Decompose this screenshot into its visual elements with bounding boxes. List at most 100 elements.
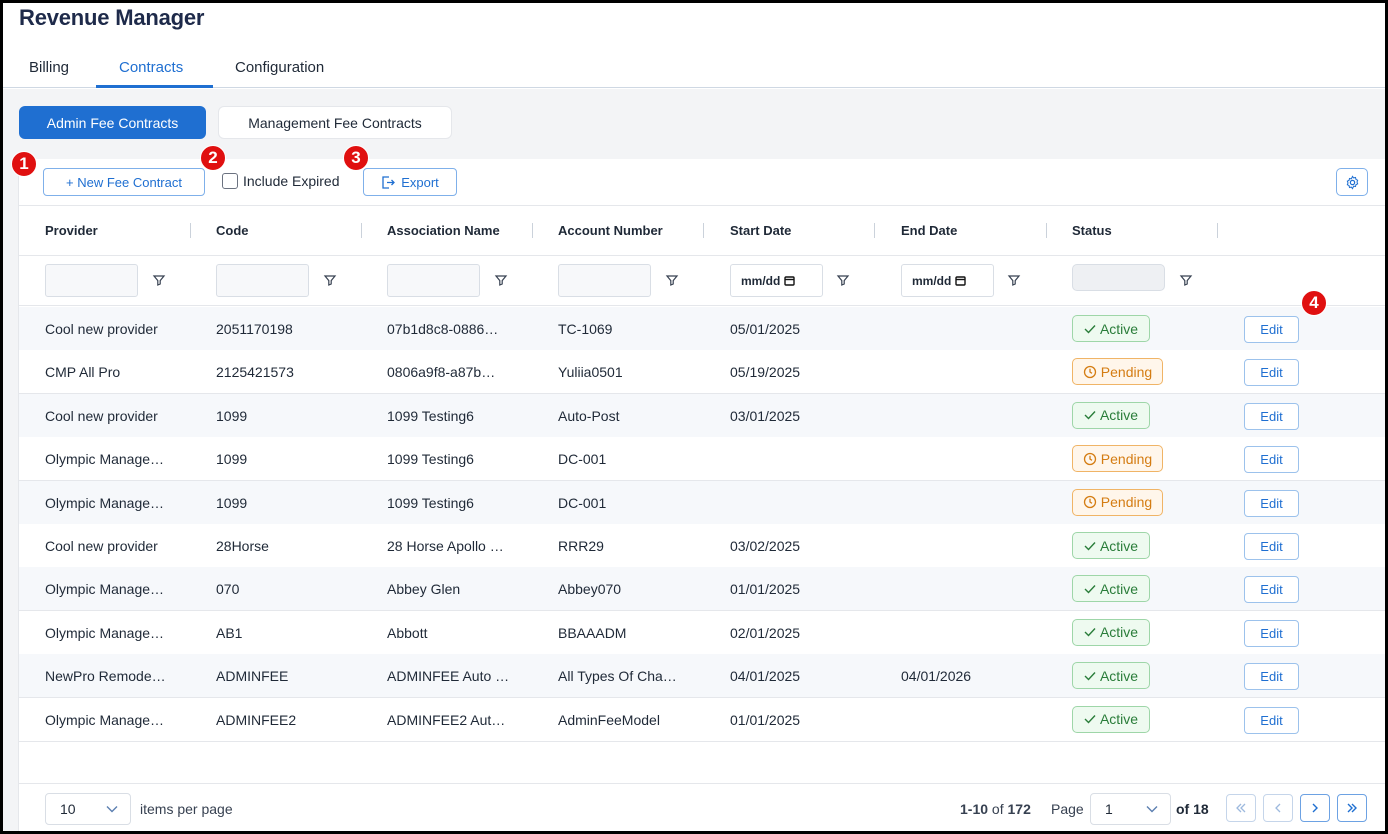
- table-row[interactable]: Cool new provider 1099 1099 Testing6 Auto-P…: [19, 393, 1385, 438]
- table-row[interactable]: Cool new provider 2051170198 07b1d8c8-0886…: [19, 307, 1385, 351]
- admin-fee-contracts-tab[interactable]: Admin Fee Contracts: [19, 106, 206, 139]
- table-row[interactable]: Olympic Manage… 1099 1099 Testing6 DC-001 Pe…: [19, 480, 1385, 525]
- code-cell: 1099: [216, 407, 248, 424]
- export-button[interactable]: Export: [363, 168, 457, 196]
- col-end-date[interactable]: End Date: [901, 223, 958, 238]
- status-badge: Active: [1072, 662, 1150, 690]
- tab-billing[interactable]: Billing: [29, 59, 70, 76]
- status-text: Active: [1099, 320, 1139, 337]
- col-account-number[interactable]: Account Number: [558, 223, 663, 238]
- provider-cell: Olympic Manage…: [45, 581, 165, 598]
- edit-button[interactable]: Edit: [1244, 706, 1299, 734]
- items-per-page-select[interactable]: 10: [45, 793, 131, 825]
- edit-button[interactable]: Edit: [1244, 533, 1299, 560]
- include-expired-checkbox[interactable]: [222, 173, 238, 189]
- check-icon: [1084, 671, 1096, 681]
- status-filter-input[interactable]: [1072, 264, 1165, 291]
- col-code[interactable]: Code: [216, 223, 249, 238]
- calendar-icon[interactable]: [784, 275, 796, 286]
- filter-icon[interactable]: [494, 273, 508, 287]
- filter-icon[interactable]: [152, 273, 166, 287]
- status-badge: Pending: [1072, 445, 1163, 473]
- column-divider[interactable]: [874, 223, 875, 238]
- col-start-date[interactable]: Start Date: [730, 223, 792, 238]
- edit-button[interactable]: Edit: [1244, 663, 1299, 691]
- status-badge: Active: [1072, 315, 1150, 342]
- filter-icon[interactable]: [323, 273, 337, 287]
- filter-icon[interactable]: [836, 273, 850, 287]
- account-number-cell: TC-1069: [558, 321, 613, 337]
- table-row[interactable]: CMP All Pro 2125421573 0806a9f8-a87b… Yulii…: [19, 350, 1385, 395]
- col-provider[interactable]: Provider: [45, 223, 98, 238]
- provider-cell: Olympic Manage…: [45, 711, 165, 728]
- next-page-button[interactable]: [1300, 794, 1330, 822]
- status-text: Pending: [1100, 363, 1153, 380]
- check-icon: [1084, 628, 1096, 637]
- edit-button[interactable]: Edit: [1244, 576, 1299, 604]
- edit-button[interactable]: Edit: [1244, 359, 1299, 387]
- edit-button[interactable]: Edit: [1244, 316, 1299, 343]
- code-filter-input[interactable]: [216, 264, 309, 297]
- col-association-name[interactable]: Association Name: [387, 223, 500, 238]
- column-divider[interactable]: [1046, 223, 1047, 238]
- column-divider[interactable]: [361, 223, 362, 238]
- end-date-filter-input[interactable]: mm/dd: [901, 264, 994, 297]
- start-date-filter-input[interactable]: mm/dd: [730, 264, 823, 297]
- previous-page-button[interactable]: [1263, 794, 1293, 822]
- edit-button[interactable]: Edit: [1244, 489, 1299, 517]
- table-row[interactable]: Olympic Manage… 1099 1099 Testing6 DC-001 Pe…: [19, 437, 1385, 482]
- filter-row: mm/dd mm/dd: [19, 256, 1385, 306]
- association-name-cell: 07b1d8c8-0886…: [387, 321, 499, 337]
- column-settings-button[interactable]: [1336, 168, 1368, 196]
- chevron-right-icon: [1312, 803, 1318, 813]
- table-row[interactable]: Olympic Manage… AB1 Abbott BBAAADM 02/01/202…: [19, 610, 1385, 655]
- start-date-cell: 03/01/2025: [730, 407, 801, 424]
- page-value: 1: [1105, 801, 1113, 817]
- double-chevron-right-icon: [1347, 803, 1357, 813]
- table-row[interactable]: Olympic Manage… ADMINFEE2 ADMINFEE2 Aut… Ad…: [19, 697, 1385, 742]
- date-placeholder: mm/dd: [741, 273, 781, 288]
- tab-contracts[interactable]: Contracts: [119, 59, 184, 76]
- code-cell: ADMINFEE: [216, 668, 289, 685]
- edit-button[interactable]: Edit: [1244, 446, 1299, 474]
- column-divider[interactable]: [532, 223, 533, 238]
- association-filter-input[interactable]: [387, 264, 480, 297]
- check-icon: [1084, 411, 1096, 420]
- column-divider[interactable]: [1217, 223, 1218, 238]
- page-select[interactable]: 1: [1090, 793, 1171, 825]
- association-name-cell: ADMINFEE2 Aut…: [387, 711, 506, 728]
- include-expired-toggle[interactable]: Include Expired: [222, 173, 340, 189]
- provider-filter-input[interactable]: [45, 264, 138, 297]
- chevron-left-icon: [1275, 803, 1281, 813]
- association-name-cell: 1099 Testing6: [387, 407, 474, 424]
- range-value: 1-10: [960, 801, 989, 817]
- new-fee-contract-button[interactable]: + New Fee Contract: [43, 168, 205, 196]
- code-cell: AB1: [216, 624, 243, 641]
- filter-icon[interactable]: [1007, 273, 1021, 287]
- clock-icon: [1083, 365, 1096, 379]
- table-row[interactable]: Cool new provider 28Horse 28 Horse Apollo …: [19, 524, 1385, 568]
- code-cell: 1099: [216, 494, 248, 511]
- date-placeholder: mm/dd: [912, 273, 952, 288]
- check-icon: [1084, 715, 1096, 724]
- col-status[interactable]: Status: [1072, 223, 1112, 238]
- filter-icon[interactable]: [665, 273, 679, 287]
- column-divider[interactable]: [703, 223, 704, 238]
- app-title: Revenue Manager: [19, 5, 205, 30]
- last-page-button[interactable]: [1337, 794, 1367, 822]
- column-divider[interactable]: [190, 223, 191, 238]
- filter-icon[interactable]: [1179, 273, 1193, 287]
- edit-button[interactable]: Edit: [1244, 402, 1299, 430]
- edit-button[interactable]: Edit: [1244, 619, 1299, 647]
- annotation-badge-4: 4: [1301, 290, 1327, 316]
- total-count: 172: [1007, 801, 1031, 817]
- first-page-button[interactable]: [1226, 794, 1256, 822]
- management-fee-contracts-tab[interactable]: Management Fee Contracts: [218, 106, 452, 139]
- account-filter-input[interactable]: [558, 264, 651, 297]
- calendar-icon[interactable]: [955, 275, 967, 286]
- tab-configuration[interactable]: Configuration: [235, 59, 325, 76]
- contracts-panel: + New Fee Contract Include Expired Expor…: [18, 159, 1385, 831]
- table-row[interactable]: Olympic Manage… 070 Abbey Glen Abbey070 01/0…: [19, 567, 1385, 612]
- table-row[interactable]: NewPro Remode… ADMINFEE ADMINFEE Auto … All…: [19, 654, 1385, 699]
- start-date-cell: 01/01/2025: [730, 581, 801, 598]
